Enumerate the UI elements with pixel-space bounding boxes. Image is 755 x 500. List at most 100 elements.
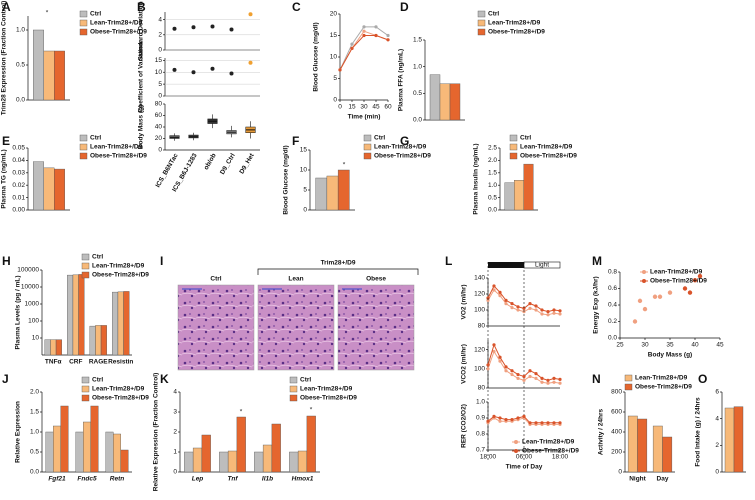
legend-swatch: [363, 143, 372, 151]
series-marker: [534, 308, 538, 312]
series-marker: [504, 365, 508, 369]
y-axis-label: RER (CO2/O2): [461, 404, 468, 448]
legend-marker: [642, 270, 646, 274]
series-marker: [552, 308, 556, 312]
point: [632, 319, 638, 324]
legend-label: Obese-Trim28+/D9: [650, 278, 707, 285]
y-tick-label: 15: [330, 32, 338, 39]
legend-swatch: [509, 152, 518, 160]
series-marker: [540, 376, 544, 380]
x-tick-label: RAGE: [89, 359, 108, 366]
y-tick-label: 0.5: [413, 90, 422, 97]
series-marker: [486, 419, 490, 423]
y-axis-label: Plasma Levels (pg / mL): [15, 275, 22, 349]
y-tick-label: 0.7: [476, 447, 485, 454]
series-marker: [504, 369, 508, 373]
y-tick-label: 0.0: [488, 207, 497, 214]
legend-label: Lean-Trim28+/D9: [92, 386, 145, 393]
series-marker: [492, 349, 496, 354]
y-tick-label: 2.5: [488, 145, 497, 152]
bar: [43, 167, 55, 211]
bar: [652, 425, 663, 473]
y-tick-label: 0.05: [12, 145, 25, 152]
bar: [112, 291, 119, 356]
series-marker: [498, 359, 502, 363]
bar: [45, 431, 54, 473]
point: [682, 286, 688, 291]
series-marker: [510, 302, 514, 306]
point: [637, 298, 643, 304]
x-tick-label: CRF: [69, 359, 82, 366]
x-tick-label: 30: [641, 342, 649, 349]
y-tick-label: 0: [303, 207, 307, 214]
series-marker: [552, 421, 556, 425]
y-tick-label: 60: [155, 112, 163, 119]
series-marker: [516, 372, 520, 377]
bar: [78, 274, 85, 356]
series-marker: [498, 290, 502, 294]
bar: [95, 325, 102, 356]
panel-letter: J: [2, 372, 9, 386]
y-axis-label: Body Mass (g): [138, 105, 145, 149]
bar: [662, 436, 673, 473]
panel-letter: O: [698, 372, 707, 386]
y-tick-label: 1.0: [30, 429, 39, 436]
legend-label: Obese-Trim28+/D9: [635, 384, 692, 391]
y-axis-label: Relative Expression: [15, 401, 22, 463]
y-tick-label: 6: [715, 389, 719, 396]
legend-label: Obese-Trim28+/D9: [374, 153, 431, 160]
x-tick-label: Fgf21: [48, 476, 66, 483]
legend-label: Lean-Trim28+/D9: [635, 375, 688, 382]
phase-label: Light: [535, 262, 549, 269]
y-tick-label: 2: [158, 32, 162, 39]
y-tick-label: 100: [474, 307, 485, 314]
series-marker: [558, 312, 562, 316]
bar: [724, 407, 735, 473]
series-marker: [522, 306, 526, 310]
legend-swatch: [81, 271, 90, 279]
x-tick-label: Resistin: [108, 359, 133, 366]
y-tick-label: 4: [715, 415, 719, 422]
series-marker: [510, 418, 514, 422]
legend-label: Ctrl: [92, 254, 103, 261]
x-tick-label: Day: [657, 476, 669, 483]
histology-image: [177, 284, 255, 371]
legend-label: Obese-Trim28+/D9: [300, 395, 357, 402]
x-tick-label: 06:00: [516, 454, 533, 461]
significance: *: [310, 407, 313, 414]
bar: [315, 177, 328, 211]
bar: [89, 325, 96, 356]
bar: [123, 291, 130, 356]
x-tick-label: Il1b: [262, 476, 273, 483]
legend-swatch: [509, 143, 518, 151]
bar: [113, 433, 121, 473]
series-marker: [528, 374, 532, 379]
legend-swatch: [79, 134, 88, 142]
legend-label: Lean-Trim28+/D9: [92, 263, 145, 270]
bar: [54, 168, 65, 211]
legend-swatch: [81, 253, 90, 261]
x-tick-label: ob/ob: [203, 152, 218, 171]
bar: [326, 175, 339, 211]
y-tick-label: 1.5: [30, 409, 39, 416]
y-axis-label: Plasma Insulin (ng/mL): [473, 143, 480, 214]
series-marker: [546, 421, 550, 425]
legend-swatch: [79, 152, 88, 160]
legend-label: Lean-Trim28+/D9: [488, 20, 541, 27]
bar: [219, 451, 229, 473]
legend-marker: [514, 449, 518, 453]
series-marker: [386, 33, 390, 38]
panel-letter: F: [292, 134, 299, 148]
phase-light: [523, 261, 561, 269]
y-tick-label: 2: [715, 442, 719, 449]
legend-label: Obese-Trim28+/D9: [90, 153, 147, 160]
legend-label: Lean-Trim28+/D9: [300, 386, 353, 393]
x-tick-label: Tnf: [227, 476, 238, 483]
y-tick-label: 15: [155, 57, 163, 64]
panel-letter: B: [137, 0, 146, 14]
series-marker: [552, 311, 556, 315]
legend-label: Ctrl: [90, 135, 101, 142]
y-tick-label: 80: [155, 101, 163, 108]
series-marker: [492, 288, 496, 292]
image-label: Lean: [288, 276, 303, 283]
